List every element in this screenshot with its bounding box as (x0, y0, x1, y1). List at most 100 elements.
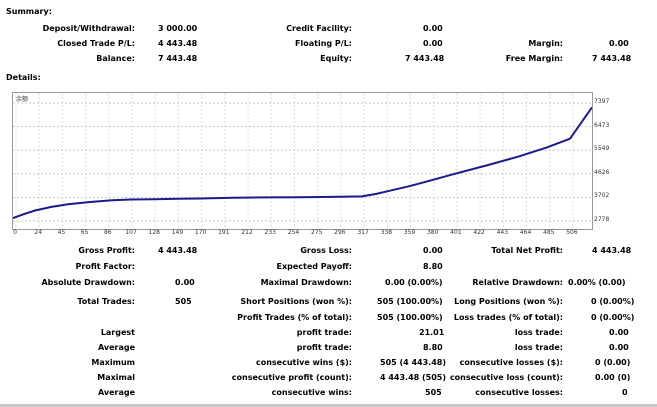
total-net-profit-value: 4 443.48 (592, 246, 632, 255)
y-tick-label: 7397 (594, 98, 610, 105)
maximal-consecutive-loss-label: consecutive loss (count): (449, 373, 563, 382)
margin-value: 0.00 (609, 39, 629, 48)
details-heading: Details: (6, 73, 41, 82)
x-tick-label: 275 (310, 229, 323, 236)
maximal-drawdown-label: Maximal Drawdown: (260, 278, 352, 287)
gross-profit-value: 4 443.48 (158, 246, 198, 255)
x-tick-label: 338 (380, 229, 393, 236)
profit-factor-label: Profit Factor: (75, 262, 135, 271)
average-profit-trade-value: 8.80 (423, 343, 443, 352)
free-margin-label: Free Margin: (505, 54, 563, 63)
free-margin-value: 7 443.48 (592, 54, 632, 63)
x-tick-label: 233 (264, 229, 276, 236)
max-consecutive-losses-label: consecutive losses ($): (459, 358, 563, 367)
margin-label: Margin: (528, 39, 563, 48)
x-tick-label: 422 (473, 229, 485, 236)
credit-facility-value: 0.00 (423, 24, 443, 33)
x-tick-label: 0 (13, 229, 17, 236)
x-tick-label: 401 (450, 229, 462, 236)
x-tick-label: 149 (171, 229, 184, 236)
x-tick-label: 443 (496, 229, 509, 236)
relative-drawdown-label: Relative Drawdown: (472, 278, 563, 287)
average-label: Average (97, 343, 135, 352)
max-consecutive-wins-value: 505 (4 443.48) (380, 358, 447, 367)
closed-pl-label: Closed Trade P/L: (57, 39, 135, 48)
x-tick-label: 506 (566, 229, 578, 236)
long-positions-value: 0 (0.00%) (591, 297, 635, 306)
gross-profit-label: Gross Profit: (78, 246, 135, 255)
x-tick-label: 254 (287, 229, 300, 236)
max-consecutive-wins-label: consecutive wins ($): (255, 358, 352, 367)
profit-trades-value: 505 (100.00%) (377, 313, 443, 322)
gross-loss-label: Gross Loss: (300, 246, 352, 255)
absolute-drawdown-label: Absolute Drawdown: (41, 278, 135, 287)
x-tick-label: 45 (57, 229, 66, 236)
total-trades-label: Total Trades: (77, 297, 135, 306)
short-positions-label: Short Positions (won %): (240, 297, 352, 306)
short-positions-value: 505 (100.00%) (377, 297, 443, 306)
equity-label: Equity: (320, 54, 352, 63)
average-consecutive-wins-value: 505 (425, 388, 442, 397)
y-tick-label: 4626 (594, 168, 610, 176)
floating-pl-label: Floating P/L: (295, 39, 352, 48)
closed-pl-value: 4 443.48 (158, 39, 198, 48)
expected-payoff-value: 8.80 (423, 262, 443, 271)
balance-label: Balance: (96, 54, 135, 63)
x-tick-label: 212 (241, 229, 253, 236)
x-tick-label: 24 (34, 229, 43, 236)
x-tick-label: 296 (334, 229, 346, 236)
y-tick-label: 2778 (594, 216, 610, 223)
largest-loss-trade-value: 0.00 (609, 328, 629, 337)
average-consecutive-label: Average (97, 388, 135, 397)
x-tick-label: 128 (148, 229, 160, 236)
equity-value: 7 443.48 (405, 54, 445, 63)
absolute-drawdown-value: 0.00 (175, 278, 195, 287)
average-consecutive-wins-label: consecutive wins: (271, 388, 352, 397)
summary-heading: Summary: (6, 7, 52, 16)
x-tick-label: 359 (403, 229, 416, 236)
profit-trades-label: Profit Trades (% of total): (237, 313, 352, 322)
average-loss-trade-label: loss trade: (514, 343, 563, 352)
x-tick-label: 65 (80, 229, 89, 236)
x-tick-label: 380 (426, 229, 439, 236)
balance-chart: 余额 (12, 92, 593, 230)
total-trades-value: 505 (175, 297, 192, 306)
largest-profit-trade-value: 21.01 (419, 328, 445, 337)
balance-value: 7 443.48 (158, 54, 198, 63)
y-tick-label: 5549 (594, 145, 610, 153)
maximal-drawdown-value: 0.00 (0.00%) (385, 278, 443, 287)
x-tick-label: 485 (543, 229, 555, 236)
largest-profit-trade-label: profit trade: (296, 328, 352, 337)
average-consecutive-losses-label: consecutive losses: (475, 388, 563, 397)
long-positions-label: Long Positions (won %): (454, 297, 563, 306)
y-tick-label: 3702 (594, 192, 610, 200)
expected-payoff-label: Expected Payoff: (276, 262, 352, 271)
floating-pl-value: 0.00 (423, 39, 443, 48)
x-tick-label: 317 (357, 229, 369, 236)
deposit-value: 3 000.00 (158, 24, 198, 33)
largest-loss-trade-label: loss trade: (514, 328, 563, 337)
maximal-label: Maximal (97, 373, 135, 382)
total-net-profit-label: Total Net Profit: (491, 246, 563, 255)
max-consecutive-losses-value: 0 (0.00) (595, 358, 631, 367)
maximal-consecutive-loss-value: 0.00 (0) (595, 373, 631, 382)
largest-label: Largest (100, 328, 135, 337)
average-profit-trade-label: profit trade: (296, 343, 352, 352)
loss-trades-label: Loss trades (% of total): (453, 313, 563, 322)
maximal-consecutive-profit-value: 4 443.48 (505) (380, 373, 447, 382)
chart-corner-glyph: 余额 (16, 96, 29, 103)
x-tick-label: 86 (103, 229, 112, 236)
maximal-consecutive-profit-label: consecutive profit (count): (231, 373, 352, 382)
gross-loss-value: 0.00 (423, 246, 443, 255)
loss-trades-value: 0 (0.00%) (591, 313, 635, 322)
relative-drawdown-value: 0.00% (0.00) (568, 278, 626, 287)
x-tick-label: 191 (218, 229, 230, 236)
average-loss-trade-value: 0.00 (609, 343, 629, 352)
x-tick-label: 170 (194, 229, 207, 236)
x-tick-label: 464 (519, 229, 532, 236)
y-tick-label: 6473 (594, 121, 610, 129)
credit-facility-label: Credit Facility: (286, 24, 352, 33)
deposit-label: Deposit/Withdrawal: (42, 24, 135, 33)
average-consecutive-losses-value: 0 (622, 388, 628, 397)
balance-series-line (13, 106, 592, 220)
